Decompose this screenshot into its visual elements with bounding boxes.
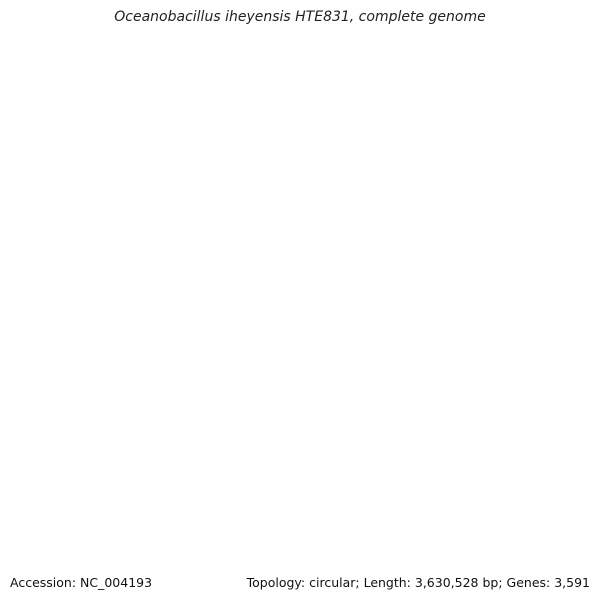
accession-label: Accession: NC_004193	[10, 575, 153, 590]
topology-label: Topology: circular; Length: 3,630,528 bp…	[246, 575, 590, 590]
map-title: Oceanobacillus iheyensis HTE831, complet…	[114, 9, 486, 25]
